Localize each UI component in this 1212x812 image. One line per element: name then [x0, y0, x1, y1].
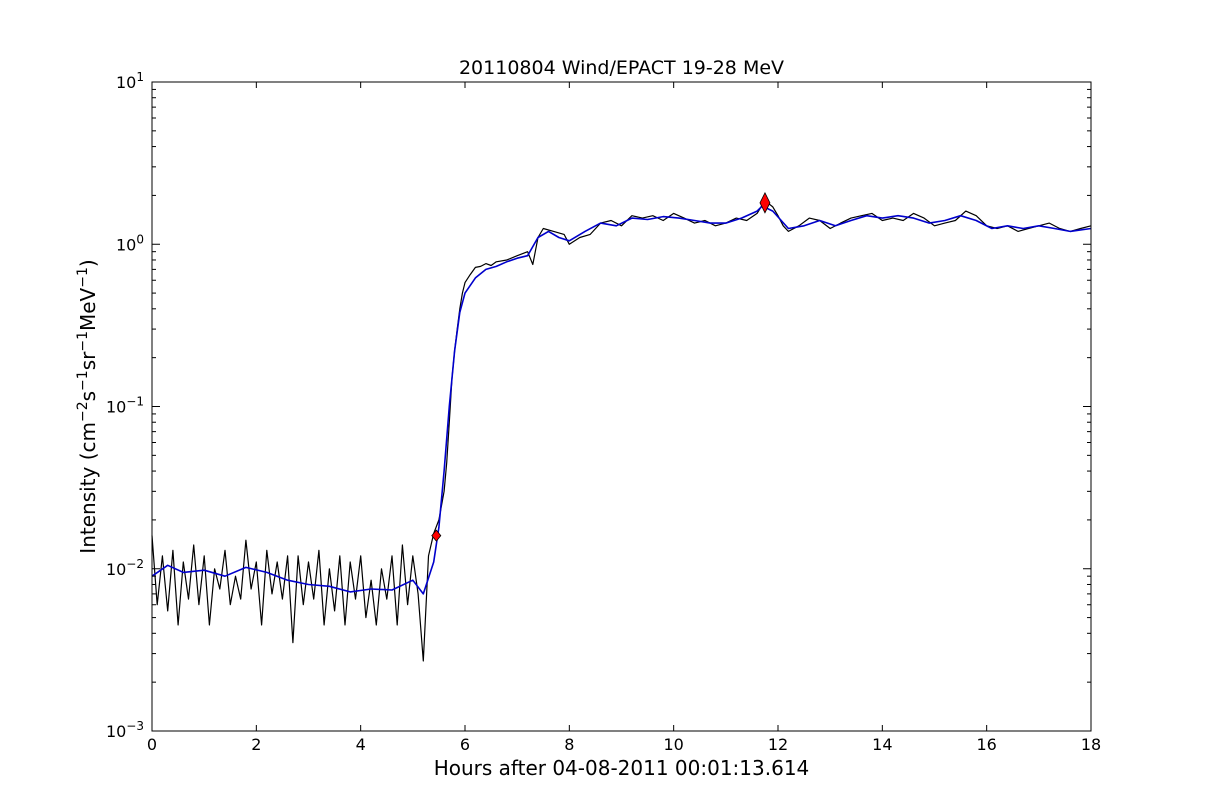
y-tick-base: 10: [106, 722, 126, 741]
y-label-sup2: −1: [75, 370, 91, 391]
x-tick-label: 14: [872, 735, 892, 754]
x-tick-label: 2: [251, 735, 261, 754]
x-tick-label: 8: [564, 735, 574, 754]
y-label-mid3: MeV: [76, 287, 100, 331]
onset-marker: [431, 529, 442, 542]
intensity-line: [151, 202, 1092, 662]
y-tick-base: 10: [106, 398, 126, 417]
y-tick-label: 10−2: [106, 557, 144, 579]
y-label-sup1: −2: [75, 401, 91, 422]
y-label-sup4: −1: [75, 267, 91, 288]
y-tick-base: 10: [116, 235, 136, 254]
y-axis-label: Intensity (cm−2s−1sr−1MeV−1): [75, 259, 100, 553]
x-axis-label: Hours after 04-08-2011 00:01:13.614: [434, 756, 810, 780]
y-tick-exponent: −1: [126, 395, 144, 409]
y-label-mid1: s: [76, 391, 100, 401]
x-tick-label: 0: [147, 735, 157, 754]
y-label-mid2: sr: [76, 351, 100, 370]
y-tick-label: 100: [116, 232, 144, 254]
y-tick-exponent: 0: [136, 232, 144, 246]
y-tick-exponent: 1: [136, 70, 144, 84]
x-tick-label: 18: [1081, 735, 1101, 754]
y-tick-label: 10−3: [106, 719, 144, 741]
y-tick-base: 10: [116, 73, 136, 92]
peak-marker: [759, 191, 771, 214]
y-label-suffix: ): [76, 259, 100, 267]
marker-layer: [431, 191, 771, 542]
smoothed-intensity-line: [151, 205, 1092, 595]
y-tick-base: 10: [106, 560, 126, 579]
x-tick-label: 16: [976, 735, 996, 754]
chart-title: 20110804 Wind/EPACT 19-28 MeV: [459, 57, 784, 79]
y-tick-exponent: −2: [126, 557, 144, 571]
x-tick-label: 12: [768, 735, 788, 754]
y-tick-exponent: −3: [126, 719, 144, 733]
y-tick-label: 10−1: [106, 395, 144, 417]
x-axis: 0 2 4 6 8 10 12 14 16 18: [147, 82, 1101, 754]
series-layer: [151, 202, 1092, 662]
x-tick-label: 10: [663, 735, 683, 754]
x-tick-label: 4: [356, 735, 366, 754]
y-label-prefix: Intensity (cm: [76, 422, 100, 554]
x-tick-label: 6: [460, 735, 470, 754]
y-tick-label: 101: [116, 70, 144, 92]
y-label-sup3: −1: [75, 331, 91, 352]
